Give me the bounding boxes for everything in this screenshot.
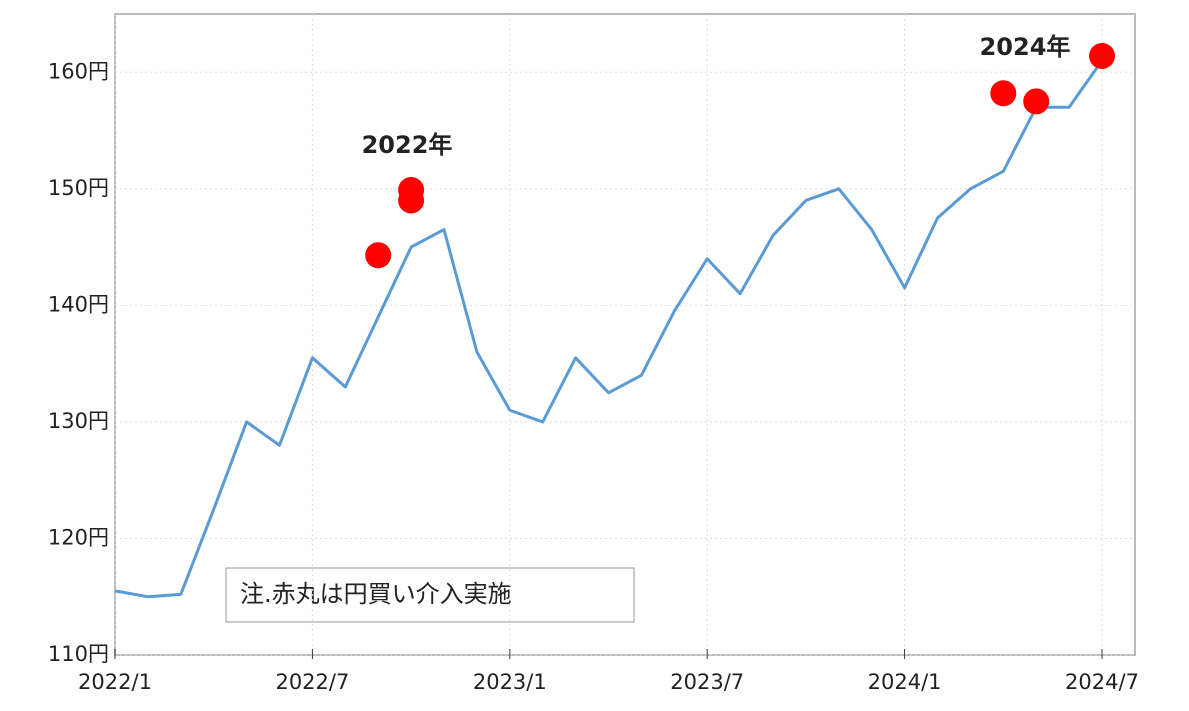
annotation: 2024年 [980,33,1071,61]
intervention-marker [398,187,425,214]
note-box [225,567,635,623]
x-tick-label: 2024/7 [1065,670,1139,694]
intervention-marker [365,242,392,269]
note: 注.赤丸は円買い介入実施 [240,580,512,608]
y-tick-label: 140円 [48,292,109,316]
intervention-marker [1023,88,1050,115]
y-tick-label: 120円 [48,525,109,549]
x-tick-label: 2023/1 [473,670,547,694]
price-line [114,59,1104,599]
plot-frame [114,13,1136,656]
y-tick-label: 110円 [48,642,109,666]
annotation: 2022年 [362,131,453,159]
x-tick-label: 2022/7 [275,670,349,694]
y-tick-label: 150円 [48,176,109,200]
intervention-marker [990,80,1017,107]
y-tick-label: 160円 [48,59,109,83]
x-tick-label: 2022/1 [78,670,152,694]
y-tick-label: 130円 [48,409,109,433]
x-tick-label: 2024/1 [868,670,942,694]
x-tick-label: 2023/7 [670,670,744,694]
intervention-marker [1089,42,1115,69]
